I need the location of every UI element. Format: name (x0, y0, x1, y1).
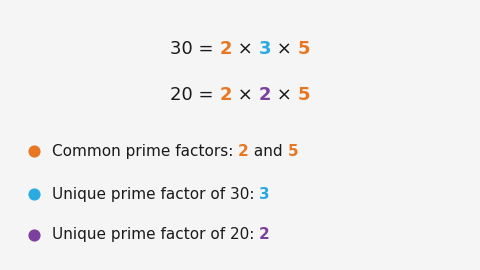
Text: and: and (249, 144, 288, 159)
Text: 5: 5 (298, 86, 310, 103)
Text: 2: 2 (238, 144, 249, 159)
Text: 2: 2 (219, 40, 232, 58)
Text: 2: 2 (219, 86, 232, 103)
Text: 5: 5 (298, 40, 310, 58)
Text: ×: × (232, 86, 258, 103)
Text: Common prime factors:: Common prime factors: (52, 144, 238, 159)
Text: 20 =: 20 = (170, 86, 219, 103)
Text: 3: 3 (259, 187, 270, 202)
Point (30, 192, 37, 197)
Text: 5: 5 (288, 144, 298, 159)
Text: 2: 2 (258, 86, 271, 103)
Text: Unique prime factor of 20:: Unique prime factor of 20: (52, 227, 259, 242)
Text: Unique prime factor of 30:: Unique prime factor of 30: (52, 187, 259, 202)
Point (30, 233, 37, 237)
Text: ×: × (271, 86, 298, 103)
Text: ×: × (232, 40, 258, 58)
Text: 3: 3 (258, 40, 271, 58)
Text: 2: 2 (259, 227, 270, 242)
Point (30, 149, 37, 153)
Text: 30 =: 30 = (170, 40, 219, 58)
Text: ×: × (271, 40, 298, 58)
